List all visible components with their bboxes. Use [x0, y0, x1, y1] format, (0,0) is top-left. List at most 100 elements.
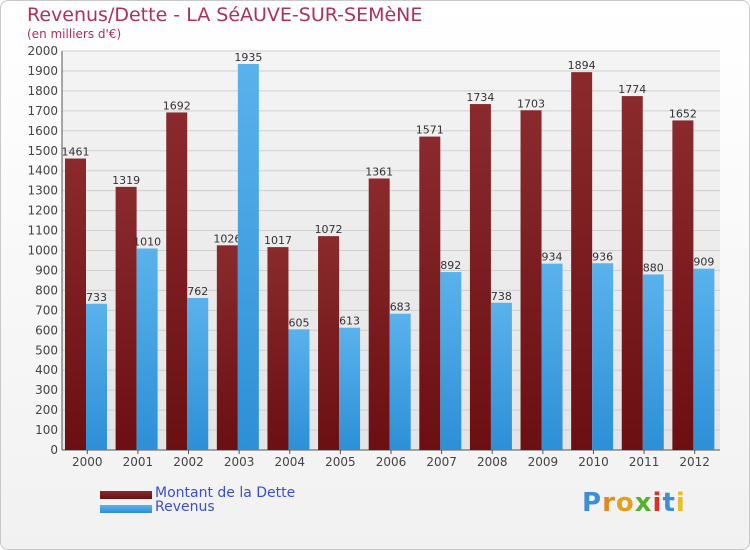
data-label: 1461	[62, 146, 90, 159]
x-tick-label: 2005	[325, 455, 356, 469]
bar-dette	[267, 247, 289, 450]
y-tick-label: 1700	[27, 104, 58, 118]
y-tick-label: 1800	[27, 84, 58, 98]
bar-revenus	[389, 313, 411, 450]
x-tick-label: 2009	[528, 455, 559, 469]
x-tick-label: 2007	[426, 455, 457, 469]
bar-dette	[115, 186, 137, 450]
legend-label-dette: Montant de la Dette	[155, 485, 296, 501]
y-tick-label: 100	[35, 423, 58, 437]
x-tick-label: 2000	[72, 455, 103, 469]
proxiti-logo: Proxiti	[582, 488, 686, 518]
bar-revenus	[187, 297, 209, 450]
y-tick-label: 1500	[27, 144, 58, 158]
bar-revenus	[339, 327, 361, 450]
data-label: 1703	[517, 97, 545, 110]
data-label: 892	[440, 259, 461, 272]
bar-dette	[216, 245, 238, 450]
logo-letter: o	[615, 488, 635, 518]
data-label: 738	[491, 290, 512, 303]
y-tick-label: 1000	[27, 244, 58, 258]
data-label: 1774	[618, 83, 646, 96]
data-label: 1571	[416, 124, 444, 137]
bar-revenus	[440, 272, 462, 450]
data-label: 762	[187, 285, 208, 298]
y-tick-label: 400	[35, 363, 58, 377]
data-label: 605	[288, 316, 309, 329]
x-tick-label: 2004	[274, 455, 305, 469]
bar-revenus	[642, 274, 664, 450]
data-label: 936	[592, 250, 613, 263]
y-tick-label: 900	[35, 263, 58, 277]
logo-letter: x	[634, 488, 653, 518]
legend-swatch-dette	[100, 491, 152, 499]
bar-dette	[166, 112, 188, 451]
data-label: 934	[542, 251, 563, 264]
logo-letter: r	[602, 488, 616, 518]
logo-letter: i	[652, 488, 663, 518]
bar-revenus	[592, 263, 614, 450]
data-label: 1319	[112, 174, 140, 187]
x-tick-label: 2001	[123, 455, 154, 469]
y-tick-label: 500	[35, 343, 58, 357]
bar-dette	[419, 136, 441, 450]
x-tick-label: 2002	[173, 455, 204, 469]
data-label: 1894	[568, 59, 596, 72]
data-label: 880	[643, 261, 664, 274]
data-label: 1017	[264, 234, 292, 247]
bar-dette	[469, 104, 491, 450]
data-label: 1692	[163, 99, 191, 112]
y-tick-label: 1300	[27, 184, 58, 198]
y-tick-label: 1400	[27, 164, 58, 178]
legend-label-revenus: Revenus	[155, 499, 215, 515]
bar-dette	[520, 110, 542, 451]
data-label: 683	[390, 301, 411, 314]
x-tick-label: 2008	[477, 455, 508, 469]
x-tick-label: 2011	[629, 455, 660, 469]
bar-dette	[672, 120, 694, 451]
chart-title: Revenus/Dette - LA SéAUVE-SUR-SEMèNE	[27, 4, 423, 26]
bar-revenus	[136, 248, 158, 450]
bar-revenus	[86, 303, 107, 450]
x-tick-label: 2006	[376, 455, 407, 469]
bar-dette	[65, 158, 86, 450]
y-tick-label: 1600	[27, 124, 58, 138]
bar-revenus	[490, 302, 512, 450]
y-tick-label: 800	[35, 283, 58, 297]
data-label: 1734	[466, 91, 494, 104]
bar-dette	[621, 96, 643, 450]
data-label: 1026	[213, 232, 241, 245]
y-tick-label: 200	[35, 403, 58, 417]
y-tick-label: 2000	[27, 44, 58, 58]
bar-revenus	[288, 329, 310, 450]
data-label: 613	[339, 315, 360, 328]
bar-revenus	[693, 268, 715, 450]
data-label: 1072	[315, 223, 343, 236]
logo-letter: i	[675, 488, 686, 518]
data-label: 1652	[669, 107, 697, 120]
y-tick-label: 1900	[27, 64, 58, 78]
y-tick-label: 300	[35, 383, 58, 397]
bar-dette	[368, 178, 390, 450]
y-tick-label: 1200	[27, 204, 58, 218]
logo-letter: P	[582, 488, 603, 518]
x-tick-label: 2010	[578, 455, 609, 469]
bar-revenus	[237, 63, 259, 450]
x-tick-label: 2012	[679, 455, 710, 469]
y-tick-label: 600	[35, 323, 58, 337]
data-label: 1010	[133, 236, 161, 249]
bar-revenus	[541, 263, 563, 450]
bar-dette	[318, 236, 340, 450]
y-tick-label: 0	[50, 443, 58, 457]
data-label: 733	[86, 291, 107, 304]
data-label: 1361	[365, 165, 393, 178]
chart-subtitle: (en milliers d'€)	[27, 27, 122, 41]
x-tick-label: 2003	[224, 455, 255, 469]
data-label: 1935	[234, 51, 262, 64]
y-tick-label: 700	[35, 303, 58, 317]
bar-dette	[571, 72, 593, 450]
logo-letter: t	[662, 488, 676, 518]
legend-swatch-revenus	[100, 505, 152, 513]
data-label: 909	[693, 256, 714, 269]
